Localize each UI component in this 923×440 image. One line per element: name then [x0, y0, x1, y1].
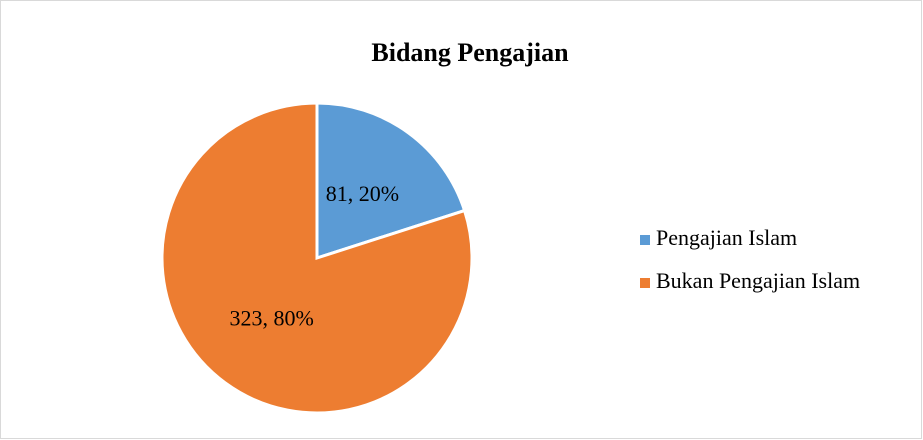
- legend-label: Bukan Pengajian Islam: [656, 268, 860, 293]
- data-label: 81, 20%: [326, 181, 399, 206]
- chart-title: Bidang Pengajian: [371, 38, 569, 67]
- legend-swatch: [640, 278, 650, 288]
- legend-swatch: [640, 235, 650, 245]
- pie-slice: [315, 101, 467, 261]
- legend-label: Pengajian Islam: [656, 225, 797, 250]
- pie-slice: [160, 101, 474, 415]
- data-label: 323, 80%: [229, 305, 313, 330]
